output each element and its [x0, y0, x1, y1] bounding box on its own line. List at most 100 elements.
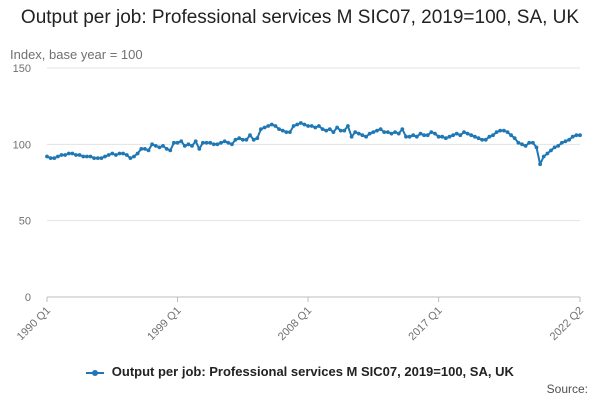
- data-point: [393, 130, 397, 135]
- data-point: [541, 154, 546, 159]
- data-point: [560, 140, 564, 145]
- data-point: [327, 127, 332, 131]
- data-point: [425, 133, 430, 138]
- data-point: [190, 144, 194, 148]
- data-point: [465, 131, 470, 136]
- data-point: [422, 133, 426, 138]
- data-point: [179, 139, 184, 144]
- data-point: [443, 136, 448, 141]
- data-point: [411, 133, 416, 138]
- data-point: [284, 130, 289, 135]
- x-tick-label: 2008 Q1: [276, 305, 314, 343]
- data-point: [92, 156, 96, 161]
- data-point: [494, 130, 499, 135]
- data-point: [230, 142, 234, 147]
- data-point: [201, 140, 205, 145]
- data-point: [52, 156, 57, 161]
- data-point: [516, 140, 521, 145]
- data-point: [480, 137, 484, 142]
- data-point: [143, 147, 147, 151]
- data-point: [342, 128, 347, 133]
- data-point: [440, 134, 445, 139]
- data-point: [182, 144, 187, 148]
- data-point: [385, 130, 390, 135]
- data-point: [237, 136, 242, 141]
- y-tick-label: 0: [25, 292, 31, 304]
- data-point: [473, 134, 477, 139]
- y-tick-label: 100: [13, 139, 31, 151]
- data-point: [157, 145, 162, 150]
- data-point: [331, 130, 336, 135]
- data-point: [538, 162, 542, 167]
- data-point: [309, 124, 314, 128]
- data-point: [74, 153, 78, 157]
- data-point: [338, 128, 343, 133]
- data-point: [487, 134, 492, 139]
- data-point: [259, 127, 263, 131]
- data-point: [175, 140, 180, 145]
- legend-label: Output per job: Professional services M …: [111, 364, 514, 379]
- data-point: [233, 137, 238, 142]
- data-point: [418, 131, 423, 136]
- data-point: [378, 127, 383, 131]
- y-tick-label: 150: [13, 63, 31, 75]
- data-point: [128, 156, 133, 161]
- data-point: [291, 124, 296, 128]
- data-point: [103, 154, 107, 159]
- data-point: [389, 131, 394, 136]
- data-point: [70, 151, 75, 156]
- data-point: [298, 121, 303, 125]
- data-point: [240, 137, 245, 142]
- data-point: [45, 154, 49, 159]
- data-point: [382, 130, 387, 135]
- data-point: [502, 128, 506, 133]
- data-point: [132, 154, 136, 159]
- source-label: Source:: [546, 382, 588, 396]
- data-point: [396, 131, 401, 136]
- data-point: [570, 134, 575, 139]
- data-point: [520, 142, 524, 147]
- data-point: [226, 140, 231, 145]
- data-point: [219, 140, 223, 145]
- chart-title: Output per job: Professional services M …: [20, 7, 580, 28]
- data-point: [367, 131, 372, 136]
- data-point: [509, 133, 513, 138]
- legend-swatch: [86, 369, 105, 376]
- data-point: [371, 130, 376, 135]
- data-point: [248, 133, 252, 138]
- data-point: [400, 127, 405, 131]
- data-point: [407, 134, 412, 139]
- data-point: [436, 134, 441, 139]
- data-point: [146, 148, 151, 153]
- data-point: [273, 124, 278, 128]
- data-point: [85, 154, 89, 159]
- data-point: [454, 131, 459, 136]
- x-tick-label: 1999 Q1: [145, 305, 183, 343]
- data-point: [172, 140, 176, 145]
- data-point: [88, 154, 93, 159]
- data-point: [462, 130, 466, 135]
- y-axis-label: Index, base year = 100: [10, 47, 143, 62]
- data-point: [512, 136, 517, 141]
- data-point: [288, 130, 292, 135]
- data-point: [150, 142, 155, 147]
- data-point: [360, 133, 365, 138]
- data-point: [505, 130, 510, 135]
- data-point: [193, 139, 198, 144]
- data-point: [211, 142, 216, 147]
- data-point: [135, 151, 140, 156]
- data-point: [251, 137, 256, 142]
- data-point: [414, 134, 419, 139]
- x-tick-label: 2022 Q2: [548, 305, 586, 343]
- data-point: [563, 139, 568, 144]
- data-point: [77, 153, 82, 157]
- data-point: [317, 124, 321, 128]
- data-point: [295, 122, 300, 127]
- data-point: [110, 151, 115, 156]
- data-point: [59, 153, 64, 157]
- data-point: [523, 144, 528, 148]
- data-point: [346, 124, 350, 128]
- data-point: [255, 136, 260, 141]
- data-point: [277, 127, 281, 131]
